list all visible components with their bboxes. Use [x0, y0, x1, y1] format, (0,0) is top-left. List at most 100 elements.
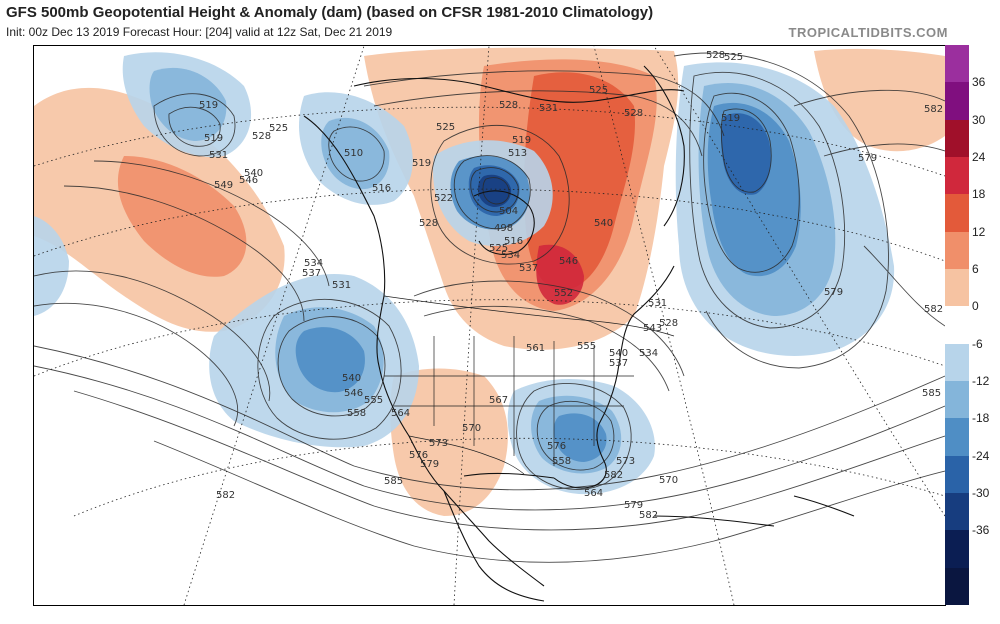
contour-label: 570	[462, 423, 481, 434]
contour-label: 531	[332, 280, 351, 291]
contour-label: 582	[604, 470, 623, 481]
contour-label: 567	[489, 395, 508, 406]
border-us-canada	[383, 295, 675, 337]
contour-label: 540	[594, 218, 613, 229]
colorbar-label: -12	[972, 374, 990, 388]
contour-label: 564	[391, 408, 410, 419]
height-contour	[63, 185, 305, 322]
colorbar-segment	[945, 231, 969, 270]
height-contour	[73, 390, 945, 531]
contour-label: 546	[239, 175, 258, 186]
height-contour	[34, 270, 271, 402]
height-contour	[823, 143, 945, 157]
contour-label: 555	[364, 395, 383, 406]
colorbar-label: -30	[972, 486, 990, 500]
height-contour	[34, 303, 238, 427]
contour-label: 534	[501, 250, 520, 261]
contour-label: 534	[639, 348, 658, 359]
contour-label: 564	[584, 488, 603, 499]
contour-label: 537	[302, 268, 321, 279]
contour-label: 519	[204, 133, 223, 144]
contour-label: 531	[539, 103, 558, 114]
colorbar-label: 6	[972, 262, 979, 276]
latitude-line	[34, 188, 945, 262]
colorbar-segment	[945, 343, 969, 382]
colorbar	[945, 45, 969, 605]
contour-label: 528	[419, 218, 438, 229]
colorbar-segment	[945, 119, 969, 158]
height-contour	[482, 177, 510, 205]
contour-label: 528	[624, 108, 643, 119]
contour-label: 585	[384, 476, 403, 487]
chart-title: GFS 500mb Geopotential Height & Anomaly …	[6, 4, 654, 21]
border-state	[384, 336, 634, 466]
colorbar-label: 18	[972, 187, 986, 202]
contour-label: 528	[659, 318, 678, 329]
contour-label: 528	[499, 100, 518, 111]
contour-label: 543	[643, 323, 662, 334]
height-contour	[536, 400, 615, 471]
height-contour	[168, 106, 221, 147]
colorbar-segment	[945, 82, 969, 121]
graticule-layer	[34, 46, 945, 605]
contour-label: 525	[436, 122, 455, 133]
contour-label: 513	[508, 148, 527, 159]
contour-label: 546	[344, 388, 363, 399]
height-contour	[673, 52, 889, 369]
contour-label: 525	[489, 243, 508, 254]
coastline-mexico	[443, 490, 545, 602]
contour-label: 579	[420, 459, 439, 470]
colorbar-label: 30	[972, 112, 986, 127]
contour-label: 558	[347, 408, 366, 419]
contour-label: 540	[342, 373, 361, 384]
height-contour	[863, 245, 945, 327]
colorbar-label: -24	[972, 448, 990, 463]
height-contour	[363, 70, 725, 137]
contour-label: 579	[624, 500, 643, 511]
contour-label: 555	[577, 341, 596, 352]
contour-label: 531	[209, 150, 228, 161]
colorbar-segment	[945, 157, 969, 195]
coastline-west	[303, 115, 545, 587]
contour-label: 546	[559, 256, 578, 267]
contour-label: 582	[216, 490, 235, 501]
contour-label: 585	[922, 388, 941, 399]
colorbar-label: 0	[972, 299, 979, 314]
anomaly-neg-western-us-max	[295, 327, 365, 393]
colorbar-segment	[945, 493, 969, 531]
longitude-line	[593, 46, 735, 605]
contour-label: 510	[344, 148, 363, 159]
height-contour	[93, 160, 330, 287]
colorbar-segment	[945, 306, 969, 345]
contour-label: 519	[721, 113, 740, 124]
contour-label: 570	[659, 475, 678, 486]
anomaly-neg-west-pacific-edge	[34, 216, 69, 316]
chart-subtitle: Init: 00z Dec 13 2019 Forecast Hour: [20…	[6, 25, 393, 39]
height-contour	[34, 345, 945, 491]
contour-label: 582	[924, 104, 943, 115]
contour-label: 540	[609, 348, 628, 359]
coastline-greenland	[643, 65, 685, 227]
map-panel: 519 519 531 540 549 546 525 528 510 516 519 522 528 5…	[33, 45, 946, 606]
contour-label: 504	[499, 206, 518, 217]
contour-label: 519	[512, 135, 531, 146]
height-contour	[423, 305, 670, 392]
height-contour	[453, 155, 531, 230]
colorbar-label: 36	[972, 75, 986, 90]
contour-label: 552	[554, 288, 573, 299]
contour-label: 537	[609, 358, 628, 369]
anomaly-neg-northwest-canada-core	[321, 117, 390, 190]
contour-label: 558	[552, 456, 571, 467]
anomaly-neg-gulf-of-alaska-core	[149, 67, 227, 141]
contour-label: 528	[706, 50, 725, 61]
height-contour	[328, 126, 385, 182]
contour-label: 579	[858, 153, 877, 164]
height-contour	[470, 167, 519, 213]
colorbar-segment	[945, 194, 969, 233]
colorbar-segment	[945, 381, 969, 419]
colorbar-label: -18	[972, 411, 990, 426]
colorbar-segment	[945, 455, 969, 494]
contour-label: 582	[639, 510, 658, 521]
height-contour	[689, 71, 846, 329]
